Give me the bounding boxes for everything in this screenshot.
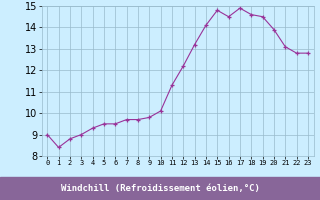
- Text: Windchill (Refroidissement éolien,°C): Windchill (Refroidissement éolien,°C): [60, 184, 260, 193]
